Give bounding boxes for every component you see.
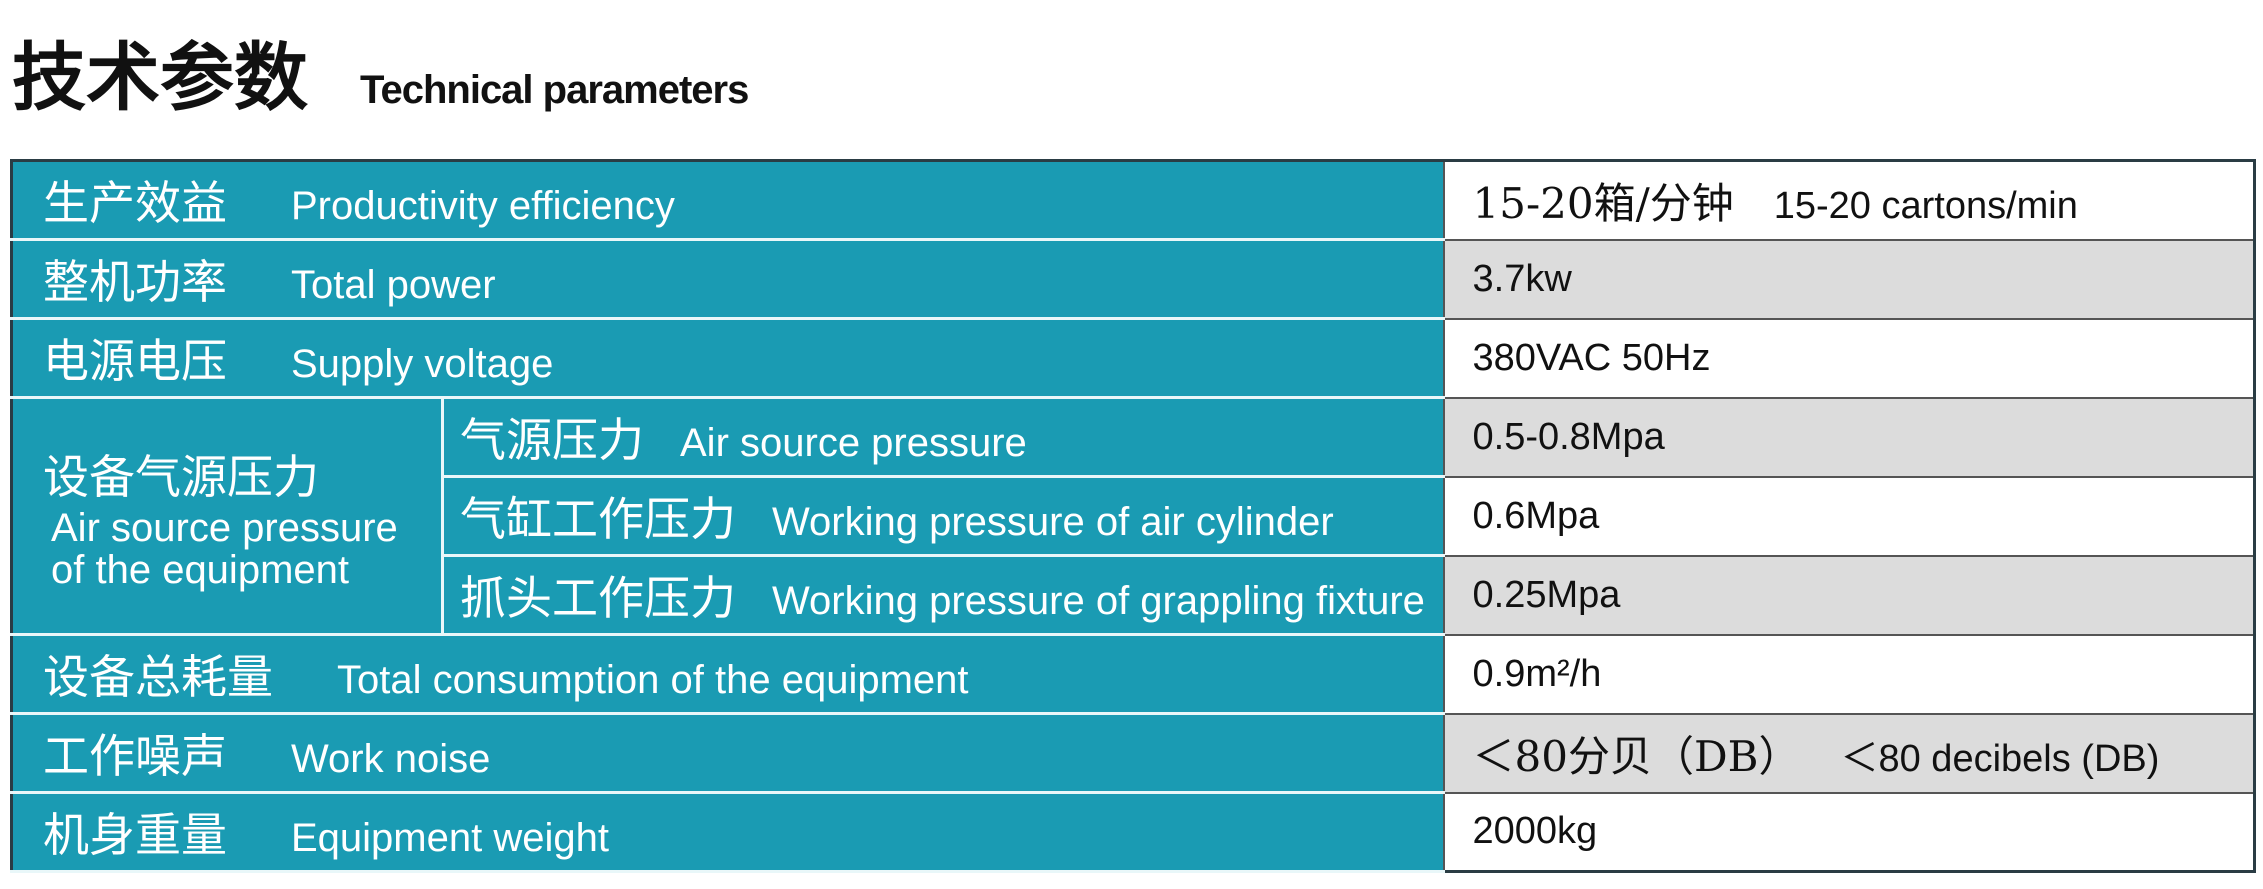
value: 15-20 cartons/min <box>1773 184 2078 227</box>
value: 3.7kw <box>1472 257 1572 300</box>
value: ＜80 decibels (DB) <box>1840 737 2160 780</box>
group-zh: 设备气源压力 <box>43 450 319 504</box>
table-row: 抓头工作压力 Working pressure of grappling fixt… <box>12 555 2255 636</box>
label-cell: 整机功率 Total power <box>11 239 1444 320</box>
label-zh: 工作噪声 <box>43 729 227 783</box>
table-row: 机身重量 Equipment weight 2000kg <box>11 792 2255 873</box>
value: 0.5-0.8Mpa <box>1472 415 1665 458</box>
value-cell: 0.25Mpa <box>1442 555 2255 636</box>
group-cell: 设备气源压力 Air source pressure of the equipme… <box>11 397 444 636</box>
page-title: 技术参数 Technical parameters <box>12 18 749 125</box>
value-cell: 2000kg <box>1442 792 2255 873</box>
label-zh: 整机功率 <box>43 255 227 309</box>
label-zh: 抓头工作压力 <box>460 571 736 625</box>
table-row: 设备总耗量 Total consumption of the equipment 0… <box>11 634 2255 715</box>
title-en: Technical parameters <box>360 68 749 112</box>
label-cell: 气源压力 Air source pressure <box>442 397 1444 478</box>
label-zh: 气缸工作压力 <box>460 492 736 546</box>
label-en: Working pressure of air cylinder <box>772 500 1334 544</box>
value-cell: 0.9m²/h <box>1442 634 2255 715</box>
value-zh: ＜80分贝（DB） <box>1472 731 1801 781</box>
value-cell: 3.7kw <box>1442 239 2255 320</box>
title-zh: 技术参数 <box>12 35 308 121</box>
table-row: 电源电压 Supply voltage 380VAC 50Hz <box>11 318 2255 399</box>
value: 0.9m²/h <box>1472 652 1602 695</box>
table-row: 工作噪声 Work noise ＜80分贝（DB） ＜80 decibels (DB) <box>11 713 2255 794</box>
label-zh: 机身重量 <box>43 808 227 862</box>
label-zh: 生产效益 <box>43 176 227 230</box>
parameter-table: 生产效益 Productivity efficiency 15-20箱/分钟 15-2… <box>10 159 2256 873</box>
value-zh: 15-20箱/分钟 <box>1472 178 1734 228</box>
table-row: 气缸工作压力 Working pressure of air cylinder 0.… <box>12 476 2255 557</box>
label-zh: 设备总耗量 <box>43 650 273 704</box>
label-cell: 抓头工作压力 Working pressure of grappling fixt… <box>442 555 1444 636</box>
value-cell: 0.6Mpa <box>1442 476 2255 557</box>
value: 0.6Mpa <box>1472 494 1600 537</box>
label-cell: 电源电压 Supply voltage <box>11 318 1444 399</box>
label-cell: 生产效益 Productivity efficiency <box>11 160 1444 241</box>
value-cell: 0.5-0.8Mpa <box>1442 397 2255 478</box>
label-zh: 电源电压 <box>43 334 227 388</box>
label-en: Work noise <box>291 737 491 781</box>
value-cell: ＜80分贝（DB） ＜80 decibels (DB) <box>1442 713 2255 794</box>
value-cell: 15-20箱/分钟 15-20 cartons/min <box>1442 160 2255 241</box>
table-row: 生产效益 Productivity efficiency 15-20箱/分钟 15-2… <box>11 160 2255 241</box>
label-cell: 工作噪声 Work noise <box>11 713 1444 794</box>
label-en: Total consumption of the equipment <box>337 658 969 702</box>
value: 2000kg <box>1472 810 1598 853</box>
value-cell: 380VAC 50Hz <box>1442 318 2255 399</box>
table-row: 整机功率 Total power 3.7kw <box>11 239 2255 320</box>
label-cell: 机身重量 Equipment weight <box>11 792 1444 873</box>
value: 0.25Mpa <box>1472 573 1621 616</box>
label-zh: 气源压力 <box>460 413 644 467</box>
label-en: Air source pressure <box>680 421 1027 465</box>
label-en: Total power <box>291 263 496 307</box>
value: 380VAC 50Hz <box>1472 336 1711 379</box>
label-cell: 设备总耗量 Total consumption of the equipment <box>11 634 1444 715</box>
label-en: Productivity efficiency <box>291 184 675 228</box>
label-cell: 气缸工作压力 Working pressure of air cylinder <box>442 476 1444 557</box>
group-en: Air source pressure of the equipment <box>51 506 398 592</box>
table-row: 设备气源压力 Air source pressure of the equipme… <box>11 397 2255 636</box>
label-en: Supply voltage <box>291 342 554 386</box>
label-en: Working pressure of grappling fixture <box>772 579 1425 623</box>
label-en: Equipment weight <box>291 816 609 860</box>
